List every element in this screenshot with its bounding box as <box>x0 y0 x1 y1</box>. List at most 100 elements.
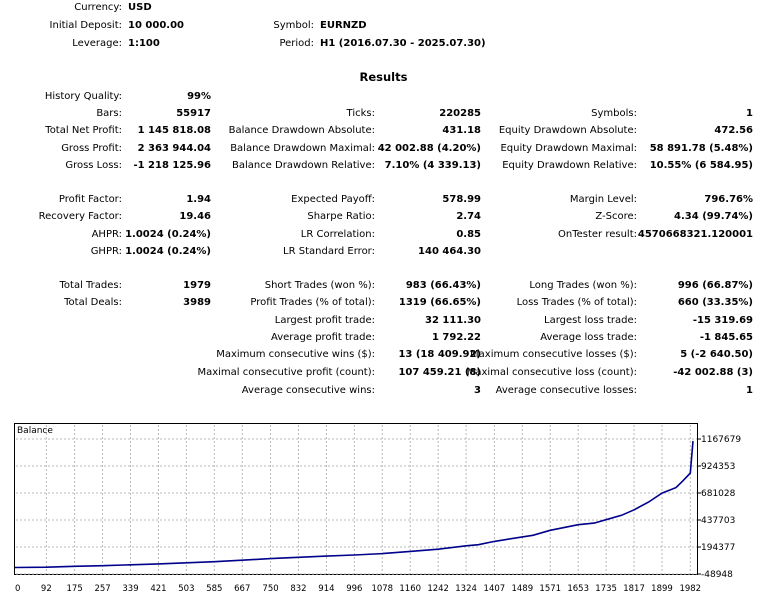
ticks-value: 220285 <box>439 108 481 119</box>
x-tick-label: 585 <box>206 584 222 594</box>
loss-trades-value: 660 (33.35%) <box>677 297 753 308</box>
largest-profit-label: Largest profit trade: <box>274 315 375 326</box>
ghpr-label: GHPR: <box>90 246 122 257</box>
short-trades-value: 983 (66.43%) <box>405 280 481 291</box>
y-tick-label: 924353 <box>701 462 735 472</box>
leverage-label: Leverage: <box>72 38 122 49</box>
z-score-value: 4.34 (99.74%) <box>674 211 753 222</box>
results-title: Results <box>359 70 408 84</box>
largest-loss-value: -15 319.69 <box>692 315 753 326</box>
lr-standard-error-value: 140 464.30 <box>418 246 481 257</box>
x-tick-label: 1735 <box>595 584 617 594</box>
z-score-label: Z-Score: <box>595 211 637 222</box>
lr-correlation-value: 0.85 <box>456 229 481 240</box>
equity-dd-maximal-value: 58 891.78 (5.48%) <box>649 143 753 154</box>
total-deals-value: 3989 <box>183 297 211 308</box>
balance-dd-maximal-label: Balance Drawdown Maximal: <box>230 143 375 154</box>
ahpr-value: 1.0024 (0.24%) <box>125 229 211 240</box>
avg-consec-wins-label: Average consecutive wins: <box>241 385 375 396</box>
balance-series-line <box>14 440 694 569</box>
balance-dd-relative-label: Balance Drawdown Relative: <box>231 160 375 171</box>
period-label: Period: <box>279 38 314 49</box>
x-tick-label: 914 <box>318 584 334 594</box>
y-tick-label: 437703 <box>701 516 735 526</box>
balance-dd-relative-value: 7.10% (4 339.13) <box>384 160 481 171</box>
x-tick-label: 1653 <box>567 584 589 594</box>
total-net-profit-value: 1 145 818.08 <box>137 125 211 136</box>
y-tick-label: 1167679 <box>701 435 741 445</box>
x-tick-label: 421 <box>150 584 166 594</box>
gross-profit-label: Gross Profit: <box>61 143 122 154</box>
x-tick-label: 1982 <box>679 584 701 594</box>
maximal-consec-profit-label: Maximal consecutive profit (count): <box>197 367 375 378</box>
initial-deposit-label: Initial Deposit: <box>49 20 122 31</box>
ghpr-value: 1.0024 (0.24%) <box>125 246 211 257</box>
symbol-label: Symbol: <box>273 20 314 31</box>
recovery-factor-value: 19.46 <box>179 211 211 222</box>
maximal-consec-loss-label: Maximal consecutive loss (count): <box>466 367 637 378</box>
total-net-profit-label: Total Net Profit: <box>45 125 122 136</box>
x-tick-label: 175 <box>67 584 83 594</box>
average-loss-label: Average loss trade: <box>540 332 637 343</box>
avg-consec-losses-value: 1 <box>746 385 753 396</box>
history-quality-label: History Quality: <box>44 91 122 102</box>
profit-trades-value: 1319 (66.65%) <box>398 297 481 308</box>
total-trades-label: Total Trades: <box>59 280 123 291</box>
avg-consec-wins-value: 3 <box>474 385 481 396</box>
equity-dd-relative-value: 10.55% (6 584.95) <box>649 160 753 171</box>
ticks-label: Ticks: <box>346 108 375 119</box>
x-tick-label: 1078 <box>371 584 393 594</box>
x-tick-label: 996 <box>346 584 362 594</box>
max-consec-losses-label: Maximum consecutive losses ($): <box>470 349 637 360</box>
x-tick-label: 0 <box>15 584 20 594</box>
x-tick-label: 1407 <box>484 584 506 594</box>
equity-dd-absolute-value: 472.56 <box>714 125 753 136</box>
largest-loss-label: Largest loss trade: <box>544 315 637 326</box>
long-trades-label: Long Trades (won %): <box>529 280 637 291</box>
balance-chart: Balance <box>14 423 698 575</box>
recovery-factor-label: Recovery Factor: <box>38 211 122 222</box>
gross-loss-value: -1 218 125.96 <box>133 160 211 171</box>
symbols-label: Symbols: <box>591 108 637 119</box>
gross-profit-value: 2 363 944.04 <box>137 143 211 154</box>
x-tick-label: 1489 <box>511 584 533 594</box>
margin-level-value: 796.76% <box>704 194 753 205</box>
ontester-result-value: 4570668321.120001 <box>637 229 753 240</box>
x-tick-label: 1571 <box>539 584 561 594</box>
gross-loss-label: Gross Loss: <box>65 160 122 171</box>
equity-dd-absolute-label: Equity Drawdown Absolute: <box>498 125 637 136</box>
y-tick-label: 681028 <box>701 489 736 499</box>
chart-title: Balance <box>17 426 53 436</box>
symbol-value: EURNZD <box>320 20 367 31</box>
profit-factor-value: 1.94 <box>186 194 211 205</box>
y-tick-label: -48948 <box>701 570 733 580</box>
balance-dd-absolute-value: 431.18 <box>442 125 481 136</box>
x-tick-label: 1817 <box>623 584 645 594</box>
total-deals-label: Total Deals: <box>64 297 122 308</box>
x-tick-label: 1324 <box>455 584 477 594</box>
x-tick-label: 257 <box>94 584 110 594</box>
expected-payoff-value: 578.99 <box>442 194 481 205</box>
loss-trades-label: Loss Trades (% of total): <box>516 297 637 308</box>
ahpr-label: AHPR: <box>91 229 122 240</box>
maximal-consec-profit-value: 107 459.21 (8) <box>398 367 481 378</box>
max-consec-wins-value: 13 (18 409.92) <box>398 349 481 360</box>
avg-consec-losses-label: Average consecutive losses: <box>495 385 637 396</box>
profit-factor-label: Profit Factor: <box>58 194 122 205</box>
balance-dd-absolute-label: Balance Drawdown Absolute: <box>228 125 375 136</box>
sharpe-ratio-value: 2.74 <box>456 211 481 222</box>
x-tick-label: 667 <box>234 584 250 594</box>
long-trades-value: 996 (66.87%) <box>677 280 753 291</box>
bars-label: Bars: <box>96 108 122 119</box>
short-trades-label: Short Trades (won %): <box>264 280 375 291</box>
x-tick-label: 1242 <box>427 584 449 594</box>
y-tick-label: 194377 <box>701 543 735 553</box>
max-consec-losses-value: 5 (-2 640.50) <box>680 349 753 360</box>
profit-trades-label: Profit Trades (% of total): <box>250 297 375 308</box>
total-trades-value: 1979 <box>183 280 211 291</box>
currency-value: USD <box>128 2 152 13</box>
bars-value: 55917 <box>176 108 211 119</box>
leverage-value: 1:100 <box>128 38 160 49</box>
sharpe-ratio-label: Sharpe Ratio: <box>307 211 375 222</box>
